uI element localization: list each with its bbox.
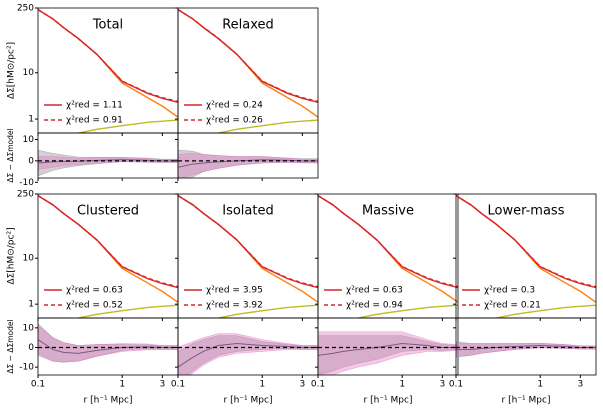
residual-band <box>178 335 318 375</box>
x-axis-label: r [h⁻¹ Mpc] <box>364 396 413 406</box>
panel <box>456 194 596 358</box>
legend-label: χ²red = 3.92 <box>206 301 263 311</box>
x-axis-label: r [h⁻¹ Mpc] <box>84 396 133 406</box>
y-tick-label: 1 <box>28 115 34 125</box>
frame <box>455 317 597 376</box>
series-line <box>38 195 178 289</box>
upper <box>178 194 318 318</box>
panel-title: Total <box>92 18 123 33</box>
y-tick-label: 0 <box>28 156 34 166</box>
y-tick-label: 10 <box>23 323 35 333</box>
series-line <box>456 195 596 289</box>
panel-title: Relaxed <box>222 18 274 33</box>
upper <box>456 194 596 318</box>
panel-title: Lower-mass <box>488 204 565 219</box>
frame <box>177 132 319 179</box>
legend-label: χ²red = 1.11 <box>66 101 123 111</box>
y-tick-label: 10 <box>23 135 35 145</box>
x-tick-label: 1 <box>119 380 125 390</box>
panel-title: Clustered <box>77 204 139 219</box>
upper <box>38 8 178 133</box>
legend-label: χ²red = 0.91 <box>66 116 123 126</box>
series-line <box>178 9 318 103</box>
x-axis-label: r [h⁻¹ Mpc] <box>502 396 551 406</box>
x-tick-label: 0.1 <box>449 380 463 390</box>
legend-label: χ²red = 3.95 <box>206 286 263 296</box>
residual-axis-label: ΔΣ − ΔΣmodel <box>6 128 15 182</box>
x-tick-label: 1 <box>537 380 543 390</box>
frame <box>317 317 459 376</box>
x-tick-label: 0.1 <box>31 380 45 390</box>
residual-band <box>178 333 318 375</box>
y-axis-label: ΔΣ[hM⊙/pc²] <box>7 227 17 284</box>
y-tick-label: 10 <box>23 68 35 78</box>
residual-axis-label: ΔΣ − ΔΣmodel <box>6 319 15 373</box>
series-line <box>78 304 178 318</box>
y-tick-label: 10 <box>23 254 35 264</box>
residual-band <box>38 149 178 177</box>
y-tick-label: 0 <box>28 343 34 353</box>
y-axis-label: ΔΣ[hM⊙/pc²] <box>7 42 17 99</box>
y-tick-label: 250 <box>17 4 34 14</box>
residual-band <box>178 153 318 178</box>
panel <box>318 194 458 375</box>
panel-title: Isolated <box>222 204 274 219</box>
legend-label: χ²red = 0.63 <box>346 286 403 296</box>
series-line <box>38 9 178 103</box>
upper <box>318 194 458 318</box>
legend-label: χ²red = 0.94 <box>346 301 403 311</box>
series-line <box>496 304 596 318</box>
y-tick-label: 250 <box>17 190 34 200</box>
series-line <box>358 304 458 318</box>
x-tick-label: 3 <box>440 380 446 390</box>
y-tick-label: 1 <box>28 300 34 310</box>
panel <box>38 194 178 363</box>
series-line <box>178 195 318 289</box>
upper <box>38 194 178 318</box>
panel-title: Massive <box>362 204 414 219</box>
x-tick-label: 0.1 <box>311 380 325 390</box>
series-line <box>318 195 458 289</box>
panel <box>178 8 318 178</box>
series-line <box>218 304 318 318</box>
legend-label: χ²red = 0.63 <box>66 286 123 296</box>
x-tick-label: 3 <box>578 380 584 390</box>
y-tick-label: -10 <box>19 363 34 373</box>
legend-label: χ²red = 0.52 <box>66 301 123 311</box>
legend-label: χ²red = 0.21 <box>484 301 541 311</box>
legend-label: χ²red = 0.3 <box>484 286 535 296</box>
residual-band <box>38 325 178 363</box>
legend-label: χ²red = 0.24 <box>206 101 263 111</box>
x-tick-label: 3 <box>160 380 166 390</box>
legend-label: χ²red = 0.26 <box>206 116 263 126</box>
panel <box>38 8 178 177</box>
y-tick-label: -10 <box>19 178 34 188</box>
series-line <box>218 119 318 133</box>
x-tick-label: 0.1 <box>171 380 185 390</box>
residual-band <box>318 331 458 375</box>
upper <box>178 8 318 133</box>
x-tick-label: 3 <box>300 380 306 390</box>
x-axis-label: r [h⁻¹ Mpc] <box>224 396 273 406</box>
series-line <box>78 119 178 133</box>
x-tick-label: 1 <box>259 380 265 390</box>
panel <box>178 194 318 375</box>
x-tick-label: 1 <box>399 380 405 390</box>
